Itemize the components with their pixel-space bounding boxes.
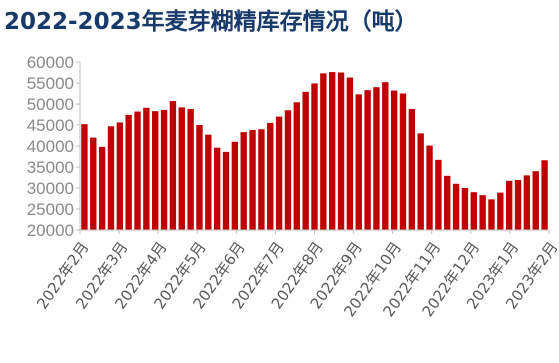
bar <box>90 137 97 230</box>
bar <box>346 77 354 230</box>
bar <box>452 183 460 230</box>
bar <box>240 132 247 230</box>
bar <box>523 175 531 230</box>
bar <box>178 107 185 230</box>
bar <box>81 124 88 230</box>
bar <box>116 122 124 230</box>
bar <box>479 195 486 230</box>
bar <box>222 151 230 230</box>
bar <box>382 82 389 230</box>
bar <box>160 109 168 230</box>
bar <box>196 125 203 230</box>
bar <box>444 175 451 230</box>
bars-layer <box>81 72 548 230</box>
bar <box>329 72 336 230</box>
bar <box>267 122 274 230</box>
bar <box>497 192 504 230</box>
y-tick-label: 25000 <box>27 200 74 219</box>
bar <box>187 109 194 230</box>
bar <box>355 94 362 230</box>
y-tick-label: 20000 <box>27 221 74 240</box>
bar <box>143 107 150 230</box>
y-tick-label: 60000 <box>27 53 74 72</box>
bar <box>152 111 159 230</box>
bar <box>399 93 407 230</box>
bar <box>435 159 442 230</box>
bar <box>426 145 433 230</box>
y-tick-label: 50000 <box>27 95 74 114</box>
bar <box>302 91 309 230</box>
bar <box>293 102 300 230</box>
bar <box>408 109 416 230</box>
bar <box>213 147 221 230</box>
bar <box>461 188 469 230</box>
bar <box>125 114 132 230</box>
y-tick-label: 55000 <box>27 74 74 93</box>
bar <box>470 192 477 230</box>
bar <box>488 199 495 230</box>
bar <box>284 110 292 230</box>
bar <box>275 116 283 230</box>
x-tick-labels: 2022年2月2022年3月2022年4月2022年5月2022年6月2022年… <box>33 238 559 320</box>
bar <box>249 130 256 230</box>
y-tick-labels: 20000 25000 30000 35000 40000 45000 50000 55000… <box>27 53 74 240</box>
bar <box>337 72 345 230</box>
bar <box>258 129 265 230</box>
bar <box>205 134 212 230</box>
bar <box>169 101 177 230</box>
bar <box>320 73 327 230</box>
chart-title: 2022-2023年麦芽糊精库存情况（吨） <box>4 9 418 35</box>
bar <box>505 180 513 230</box>
bar <box>364 90 371 230</box>
bar <box>107 126 115 230</box>
bar <box>541 160 548 230</box>
bar <box>373 87 380 230</box>
y-tick-label: 40000 <box>27 137 74 156</box>
bar <box>532 171 539 230</box>
y-tick-label: 30000 <box>27 179 74 198</box>
axes-layer <box>76 61 550 234</box>
bar <box>98 146 106 230</box>
bar <box>390 90 398 230</box>
y-tick-label: 45000 <box>27 116 74 135</box>
y-tick-label: 35000 <box>27 158 74 177</box>
bar <box>134 111 141 230</box>
bar <box>231 141 239 230</box>
bar <box>311 83 318 230</box>
bar <box>514 180 522 230</box>
bar <box>417 133 424 230</box>
